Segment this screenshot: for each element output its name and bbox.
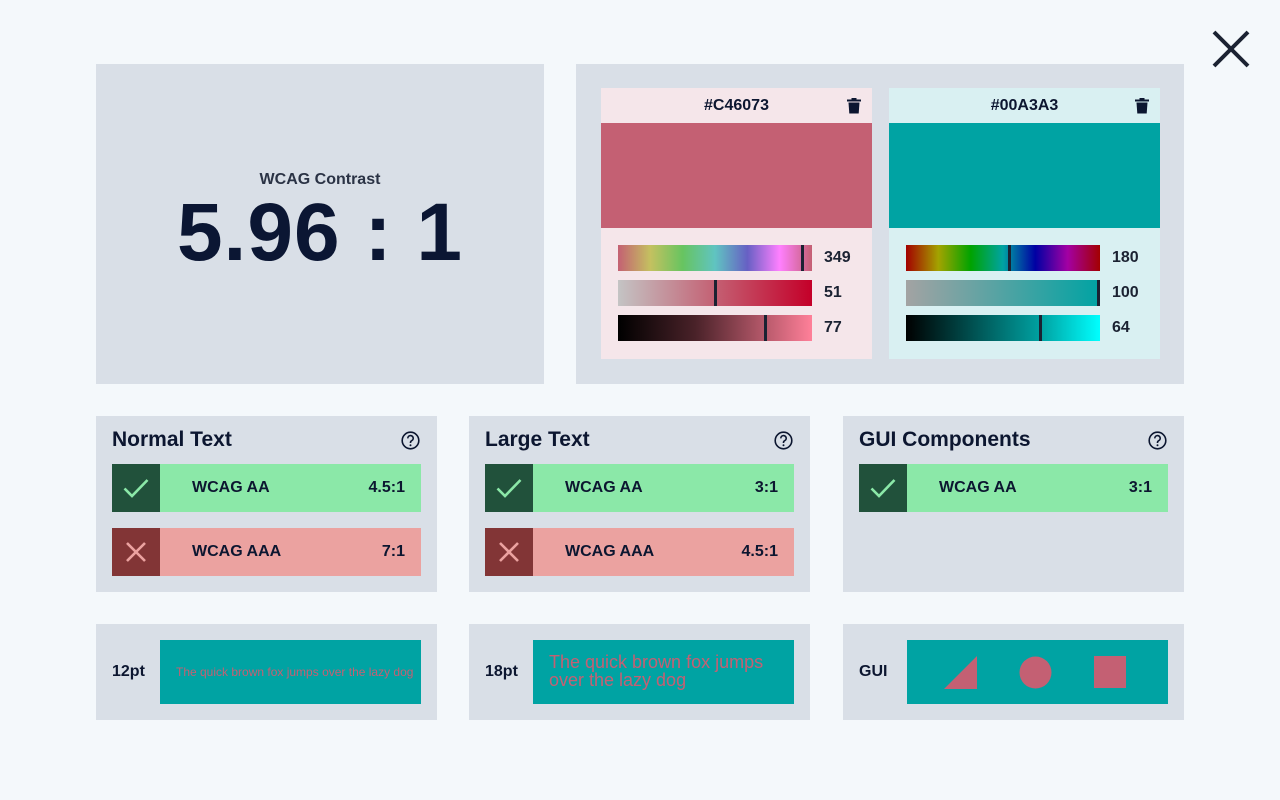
saturation-slider[interactable] xyxy=(906,280,1101,306)
contrast-ratio-value: 5.96 : 1 xyxy=(176,187,464,278)
contrast-label: WCAG Contrast xyxy=(259,171,381,188)
slider-thumb[interactable] xyxy=(1097,280,1101,306)
close-icon xyxy=(1212,30,1250,68)
help-circle-icon xyxy=(774,431,793,450)
hue-slider[interactable] xyxy=(906,245,1100,271)
preview-label: 18pt xyxy=(485,663,518,680)
hue-value: 349 xyxy=(824,249,851,266)
slider-thumb[interactable] xyxy=(764,315,768,341)
saturation-value: 51 xyxy=(824,284,842,301)
result-level: WCAG AAA xyxy=(192,543,282,560)
gui-components-panel: GUI Components WCAG AA 3:1 xyxy=(843,416,1184,592)
preview-sample-text: The quick brown fox jumps over the lazy … xyxy=(549,652,764,690)
result-required-ratio: 7:1 xyxy=(381,543,405,560)
section-title: Large Text xyxy=(485,428,590,451)
normal-text-panel: Normal Text WCAG AA 4.5:1 WCAG AAA 7:1 xyxy=(96,416,437,592)
delete-color-button[interactable] xyxy=(1135,98,1149,114)
result-row-aa: WCAG AA 3:1 xyxy=(859,464,1168,512)
fail-badge xyxy=(112,528,160,576)
result-row-aaa: WCAG AAA 7:1 xyxy=(112,528,421,576)
color-swatch[interactable] xyxy=(601,123,872,228)
saturation-value: 100 xyxy=(1112,284,1139,301)
hue-slider[interactable] xyxy=(618,245,812,271)
preview-label: 12pt xyxy=(112,663,145,680)
check-icon xyxy=(496,479,522,498)
square-shape-icon xyxy=(1094,656,1126,688)
result-required-ratio: 3:1 xyxy=(754,479,778,496)
slider-thumb[interactable] xyxy=(1038,315,1042,341)
result-required-ratio: 4.5:1 xyxy=(368,479,405,496)
result-level: WCAG AA xyxy=(192,479,270,496)
saturation-slider[interactable] xyxy=(618,280,812,306)
slider-thumb[interactable] xyxy=(801,245,805,271)
result-row-aaa: WCAG AAA 4.5:1 xyxy=(485,528,794,576)
section-title: Normal Text xyxy=(112,428,232,451)
result-level: WCAG AA xyxy=(565,479,643,496)
preview-18pt-panel: 18pt The quick brown fox jumps over the … xyxy=(469,624,810,720)
hue-value: 180 xyxy=(1112,249,1139,266)
pass-badge xyxy=(112,464,160,512)
colors-panel: #C46073 349 51 77 #00A3A3 xyxy=(576,64,1184,384)
result-row-aa: WCAG AA 3:1 xyxy=(485,464,794,512)
delete-color-button[interactable] xyxy=(847,98,861,114)
result-level: WCAG AAA xyxy=(565,543,655,560)
slider-thumb[interactable] xyxy=(714,280,717,306)
lightness-value: 64 xyxy=(1112,319,1130,336)
large-text-panel: Large Text WCAG AA 3:1 WCAG AAA 4.5:1 xyxy=(469,416,810,592)
section-title: GUI Components xyxy=(859,428,1031,451)
color-swatch[interactable] xyxy=(889,123,1160,228)
fail-badge xyxy=(485,528,533,576)
x-icon xyxy=(126,542,146,562)
triangle-shape-icon xyxy=(944,656,977,689)
preview-shapes-box xyxy=(907,640,1168,704)
help-circle-icon xyxy=(1148,431,1167,450)
pass-badge xyxy=(859,464,907,512)
color-hex-label[interactable]: #C46073 xyxy=(704,96,769,114)
color-card-background: #00A3A3 180 100 64 xyxy=(889,88,1160,359)
preview-sample-box: The quick brown fox jumps over the lazy … xyxy=(533,640,794,704)
preview-gui-panel: GUI xyxy=(843,624,1184,720)
preview-label: GUI xyxy=(859,663,888,680)
lightness-slider[interactable] xyxy=(618,315,812,341)
circle-shape-icon xyxy=(1019,656,1052,689)
close-button[interactable] xyxy=(1206,24,1256,74)
slider-thumb[interactable] xyxy=(1007,245,1011,271)
help-button[interactable] xyxy=(774,431,793,450)
help-button[interactable] xyxy=(1148,431,1167,450)
trash-icon xyxy=(847,98,861,114)
lightness-value: 77 xyxy=(824,319,842,336)
result-required-ratio: 4.5:1 xyxy=(741,543,778,560)
result-row-aa: WCAG AA 4.5:1 xyxy=(112,464,421,512)
check-icon xyxy=(870,479,896,498)
pass-badge xyxy=(485,464,533,512)
color-card-foreground: #C46073 349 51 77 xyxy=(601,88,872,359)
lightness-slider[interactable] xyxy=(906,315,1100,341)
preview-sample-text: The quick brown fox jumps over the lazy … xyxy=(176,665,414,679)
trash-icon xyxy=(1135,98,1149,114)
contrast-ratio-panel: WCAG Contrast 5.96 : 1 xyxy=(96,64,544,384)
result-required-ratio: 3:1 xyxy=(1128,479,1152,496)
preview-12pt-panel: 12pt The quick brown fox jumps over the … xyxy=(96,624,437,720)
help-circle-icon xyxy=(401,431,420,450)
help-button[interactable] xyxy=(401,431,420,450)
preview-sample-box: The quick brown fox jumps over the lazy … xyxy=(160,640,421,704)
check-icon xyxy=(123,479,149,498)
result-level: WCAG AA xyxy=(939,479,1017,496)
color-hex-label[interactable]: #00A3A3 xyxy=(990,96,1059,114)
x-icon xyxy=(499,542,519,562)
